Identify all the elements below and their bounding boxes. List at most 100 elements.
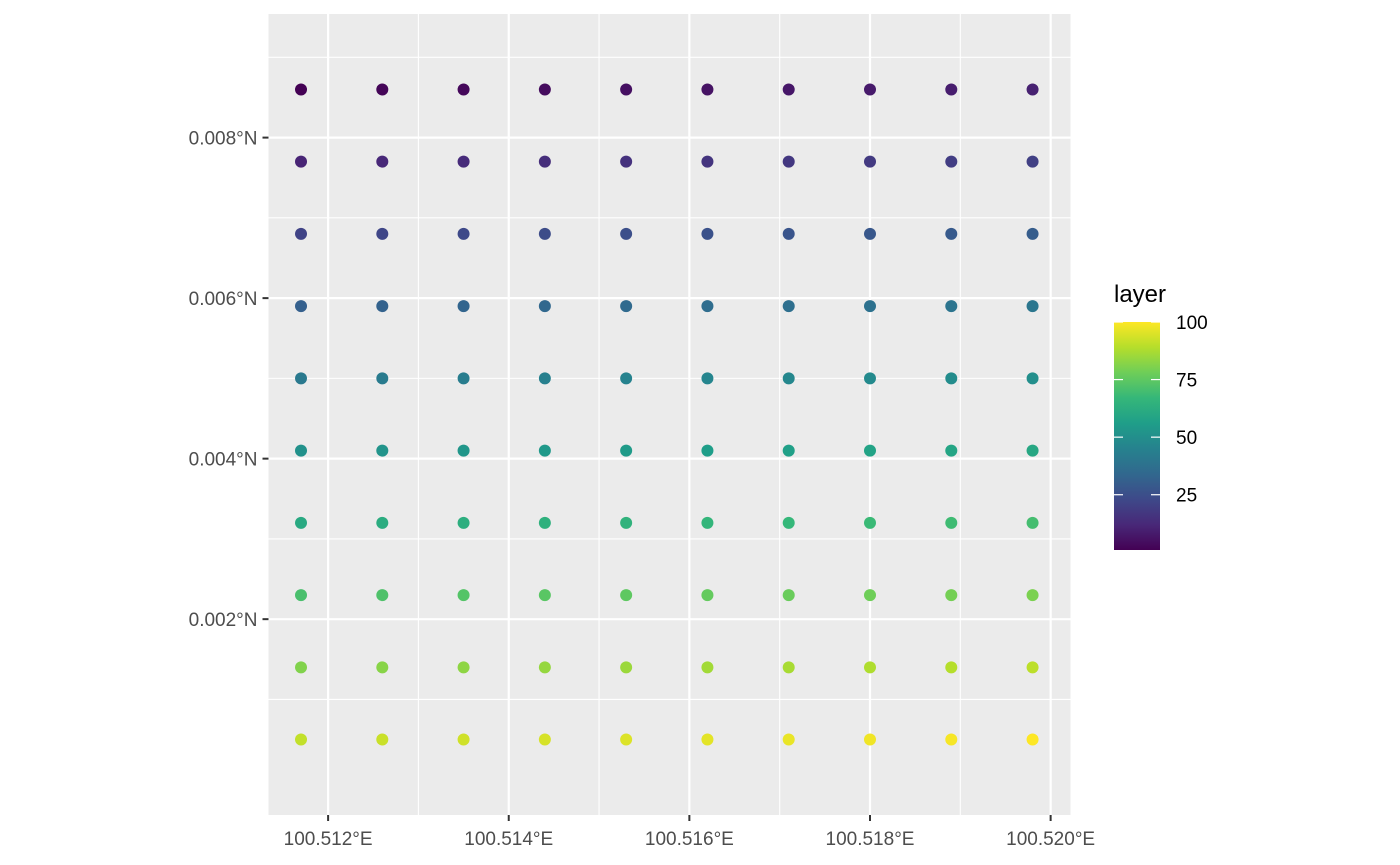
data-point bbox=[620, 733, 633, 746]
y-tick-label: 0.008°N bbox=[189, 129, 258, 150]
data-point bbox=[376, 155, 389, 168]
data-point bbox=[782, 83, 795, 96]
data-point bbox=[701, 372, 714, 385]
y-tick-label: 0.002°N bbox=[189, 610, 258, 631]
data-point bbox=[376, 372, 389, 385]
data-point bbox=[376, 733, 389, 746]
data-point bbox=[701, 300, 714, 313]
data-point bbox=[295, 372, 308, 385]
data-point bbox=[782, 372, 795, 385]
colorbar-label: 100 bbox=[1176, 313, 1208, 334]
data-point bbox=[620, 661, 633, 674]
data-point bbox=[701, 444, 714, 457]
data-point bbox=[620, 516, 633, 529]
data-point bbox=[1026, 516, 1039, 529]
data-point bbox=[701, 589, 714, 602]
data-point bbox=[864, 444, 876, 457]
data-point bbox=[538, 733, 551, 746]
data-point bbox=[1026, 227, 1039, 240]
data-point bbox=[376, 300, 389, 313]
x-tick-label: 100.520°E bbox=[1006, 829, 1095, 850]
data-point bbox=[864, 83, 876, 96]
data-point bbox=[457, 733, 470, 746]
data-point bbox=[782, 733, 795, 746]
data-point bbox=[782, 155, 795, 168]
data-point bbox=[457, 516, 470, 529]
data-point bbox=[864, 589, 876, 602]
data-point bbox=[295, 661, 308, 674]
colorbar-label: 25 bbox=[1176, 486, 1197, 507]
data-point bbox=[457, 372, 470, 385]
data-point bbox=[864, 155, 876, 168]
data-point bbox=[1026, 733, 1039, 746]
data-point bbox=[295, 516, 308, 529]
data-point bbox=[295, 227, 308, 240]
data-point bbox=[1026, 372, 1039, 385]
data-point bbox=[620, 300, 633, 313]
data-point bbox=[457, 227, 470, 240]
data-point bbox=[457, 300, 470, 313]
data-point bbox=[538, 661, 551, 674]
data-point bbox=[295, 83, 308, 96]
data-point bbox=[1026, 300, 1039, 313]
data-point bbox=[864, 372, 876, 385]
data-point bbox=[295, 300, 308, 313]
data-point bbox=[376, 661, 389, 674]
data-point bbox=[945, 372, 958, 385]
data-point bbox=[945, 227, 958, 240]
data-point bbox=[782, 300, 795, 313]
data-point bbox=[782, 227, 795, 240]
data-point bbox=[945, 444, 958, 457]
data-point bbox=[538, 83, 551, 96]
data-point bbox=[376, 227, 389, 240]
data-point bbox=[945, 516, 958, 529]
data-point bbox=[1026, 83, 1039, 96]
data-point bbox=[538, 300, 551, 313]
data-point bbox=[701, 83, 714, 96]
x-tick-label: 100.516°E bbox=[645, 829, 734, 850]
data-point bbox=[782, 444, 795, 457]
data-point bbox=[620, 155, 633, 168]
data-point bbox=[701, 733, 714, 746]
data-point bbox=[376, 444, 389, 457]
data-point bbox=[376, 516, 389, 529]
colorbar bbox=[1114, 322, 1160, 550]
data-point bbox=[295, 589, 308, 602]
x-tick-label: 100.512°E bbox=[284, 829, 373, 850]
data-point bbox=[457, 83, 470, 96]
data-point bbox=[701, 661, 714, 674]
y-tick-label: 0.006°N bbox=[189, 289, 258, 310]
data-point bbox=[1026, 661, 1039, 674]
data-point bbox=[295, 733, 308, 746]
data-point bbox=[782, 516, 795, 529]
data-point bbox=[782, 589, 795, 602]
x-tick-label: 100.514°E bbox=[464, 829, 553, 850]
data-point bbox=[295, 444, 308, 457]
data-point bbox=[376, 83, 389, 96]
data-point bbox=[864, 227, 876, 240]
major-gridlines bbox=[268, 14, 1071, 815]
minor-gridlines bbox=[268, 14, 1071, 815]
data-point bbox=[1026, 589, 1039, 602]
data-point bbox=[376, 589, 389, 602]
data-point bbox=[864, 516, 876, 529]
data-point bbox=[538, 155, 551, 168]
data-point bbox=[945, 589, 958, 602]
data-point bbox=[701, 516, 714, 529]
data-points bbox=[295, 83, 1039, 746]
data-point bbox=[538, 516, 551, 529]
colorbar-label: 75 bbox=[1176, 371, 1197, 392]
y-tick-label: 0.004°N bbox=[189, 450, 258, 471]
data-point bbox=[620, 372, 633, 385]
data-point bbox=[945, 733, 958, 746]
y-axis: 0.002°N 0.004°N 0.006°N 0.008°N bbox=[189, 129, 269, 631]
data-point bbox=[457, 661, 470, 674]
data-point bbox=[620, 444, 633, 457]
data-point bbox=[1026, 155, 1039, 168]
data-point bbox=[620, 589, 633, 602]
data-point bbox=[457, 589, 470, 602]
x-tick-label: 100.518°E bbox=[826, 829, 915, 850]
data-point bbox=[457, 155, 470, 168]
data-point bbox=[701, 155, 714, 168]
